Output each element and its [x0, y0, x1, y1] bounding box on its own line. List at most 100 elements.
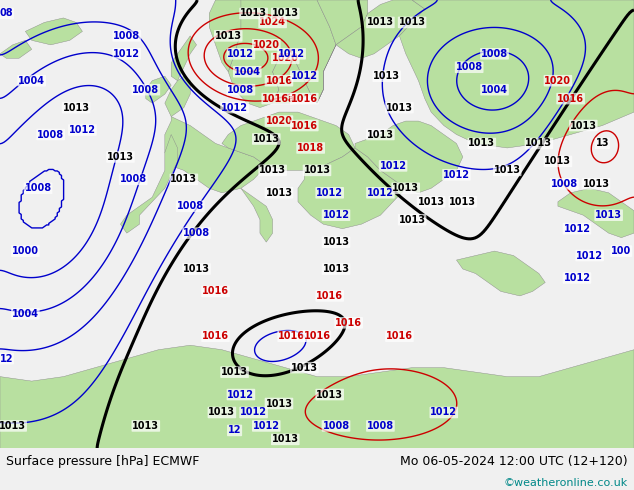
Text: 1012: 1012 [367, 188, 394, 198]
Polygon shape [298, 148, 406, 229]
Text: 1013: 1013 [418, 197, 444, 207]
Text: 1012: 1012 [278, 49, 305, 59]
Text: 1013: 1013 [367, 18, 394, 27]
Text: 13: 13 [595, 139, 609, 148]
Text: 1013: 1013 [133, 421, 159, 431]
Text: 1008: 1008 [183, 228, 210, 238]
Text: 1008: 1008 [25, 183, 51, 194]
Text: 1012: 1012 [564, 273, 590, 283]
Polygon shape [216, 0, 336, 108]
Text: 1013: 1013 [266, 188, 292, 198]
Text: 1013: 1013 [494, 165, 521, 175]
Text: 1004: 1004 [481, 85, 508, 95]
Text: 1013: 1013 [107, 152, 134, 162]
Text: 1008: 1008 [37, 129, 64, 140]
Text: 1016: 1016 [557, 94, 584, 104]
Text: 1013: 1013 [399, 18, 425, 27]
Text: 1008: 1008 [456, 62, 482, 72]
Text: 1012: 1012 [228, 390, 254, 399]
Text: 1012: 1012 [564, 223, 590, 234]
Text: 1008: 1008 [120, 174, 146, 184]
Text: 1012: 1012 [380, 161, 406, 171]
Text: 1020: 1020 [272, 53, 299, 63]
Text: 1013: 1013 [221, 367, 248, 377]
Text: 1020: 1020 [253, 40, 280, 50]
Text: 1013: 1013 [240, 8, 267, 19]
Polygon shape [171, 36, 197, 81]
Text: 1013: 1013 [215, 31, 242, 41]
Text: 1013: 1013 [253, 134, 280, 144]
Text: 1013: 1013 [171, 174, 197, 184]
Text: 1013: 1013 [272, 8, 299, 19]
Text: 1012: 1012 [323, 210, 349, 220]
Text: 1013: 1013 [291, 363, 318, 373]
Text: 1013: 1013 [545, 156, 571, 167]
Text: 1016: 1016 [291, 121, 318, 130]
Text: 12: 12 [0, 354, 13, 364]
Text: 1013: 1013 [272, 434, 299, 444]
Polygon shape [165, 76, 190, 117]
Polygon shape [558, 188, 634, 238]
Text: Surface pressure [hPa] ECMWF: Surface pressure [hPa] ECMWF [6, 455, 200, 468]
Text: 1004: 1004 [12, 309, 39, 319]
Text: 1012: 1012 [240, 408, 267, 417]
Text: 1016: 1016 [278, 331, 305, 341]
Text: 1008: 1008 [551, 179, 578, 189]
Text: 1018: 1018 [297, 143, 324, 153]
Text: 1016: 1016 [304, 331, 330, 341]
Text: 1013: 1013 [399, 215, 425, 225]
Text: 100: 100 [611, 246, 631, 256]
Text: 1013: 1013 [323, 264, 349, 274]
Text: 1013: 1013 [367, 129, 394, 140]
Text: 1013: 1013 [316, 390, 343, 399]
Text: 1013: 1013 [266, 398, 292, 409]
Polygon shape [0, 345, 634, 448]
Text: 1013: 1013 [183, 264, 210, 274]
Text: 1004: 1004 [18, 75, 45, 86]
Text: 1012: 1012 [253, 421, 280, 431]
Text: 1013: 1013 [63, 102, 89, 113]
Polygon shape [222, 112, 355, 171]
Polygon shape [241, 188, 273, 242]
Text: 1013: 1013 [526, 139, 552, 148]
Text: 1016: 1016 [266, 75, 292, 86]
Polygon shape [209, 0, 241, 72]
Text: 1008: 1008 [323, 421, 349, 431]
Text: 1012: 1012 [69, 125, 96, 135]
Polygon shape [146, 76, 171, 103]
Text: 1024: 1024 [259, 18, 286, 27]
Text: 1012: 1012 [228, 49, 254, 59]
Polygon shape [165, 117, 266, 193]
Text: 1008: 1008 [228, 85, 254, 95]
Text: 1016a: 1016a [262, 94, 295, 104]
Polygon shape [0, 40, 32, 58]
Text: 1016: 1016 [202, 287, 229, 296]
Text: 1013: 1013 [595, 210, 622, 220]
Text: 1008: 1008 [481, 49, 508, 59]
Text: 1016: 1016 [335, 318, 362, 328]
Text: 1013: 1013 [450, 197, 476, 207]
Text: 1016: 1016 [316, 291, 343, 301]
Text: 1008: 1008 [133, 85, 159, 95]
Text: 1012: 1012 [113, 49, 140, 59]
Polygon shape [355, 121, 463, 193]
Text: 1013: 1013 [469, 139, 495, 148]
Text: 1013: 1013 [570, 121, 597, 130]
Text: 1013: 1013 [304, 165, 330, 175]
Polygon shape [25, 18, 82, 45]
Text: 1008: 1008 [113, 31, 140, 41]
Polygon shape [399, 0, 634, 148]
Text: 1000: 1000 [12, 246, 39, 256]
Text: 1016: 1016 [291, 94, 318, 104]
Text: 1013: 1013 [373, 71, 400, 81]
Text: 1013: 1013 [209, 408, 235, 417]
Text: 1013: 1013 [583, 179, 609, 189]
Text: Mo 06-05-2024 12:00 UTC (12+120): Mo 06-05-2024 12:00 UTC (12+120) [400, 455, 628, 468]
Text: 12: 12 [228, 425, 242, 436]
Text: 1016: 1016 [386, 331, 413, 341]
Text: 1016: 1016 [202, 331, 229, 341]
Polygon shape [120, 135, 178, 233]
Text: 1013: 1013 [386, 102, 413, 113]
Text: 1013: 1013 [0, 421, 26, 431]
Polygon shape [456, 251, 545, 296]
